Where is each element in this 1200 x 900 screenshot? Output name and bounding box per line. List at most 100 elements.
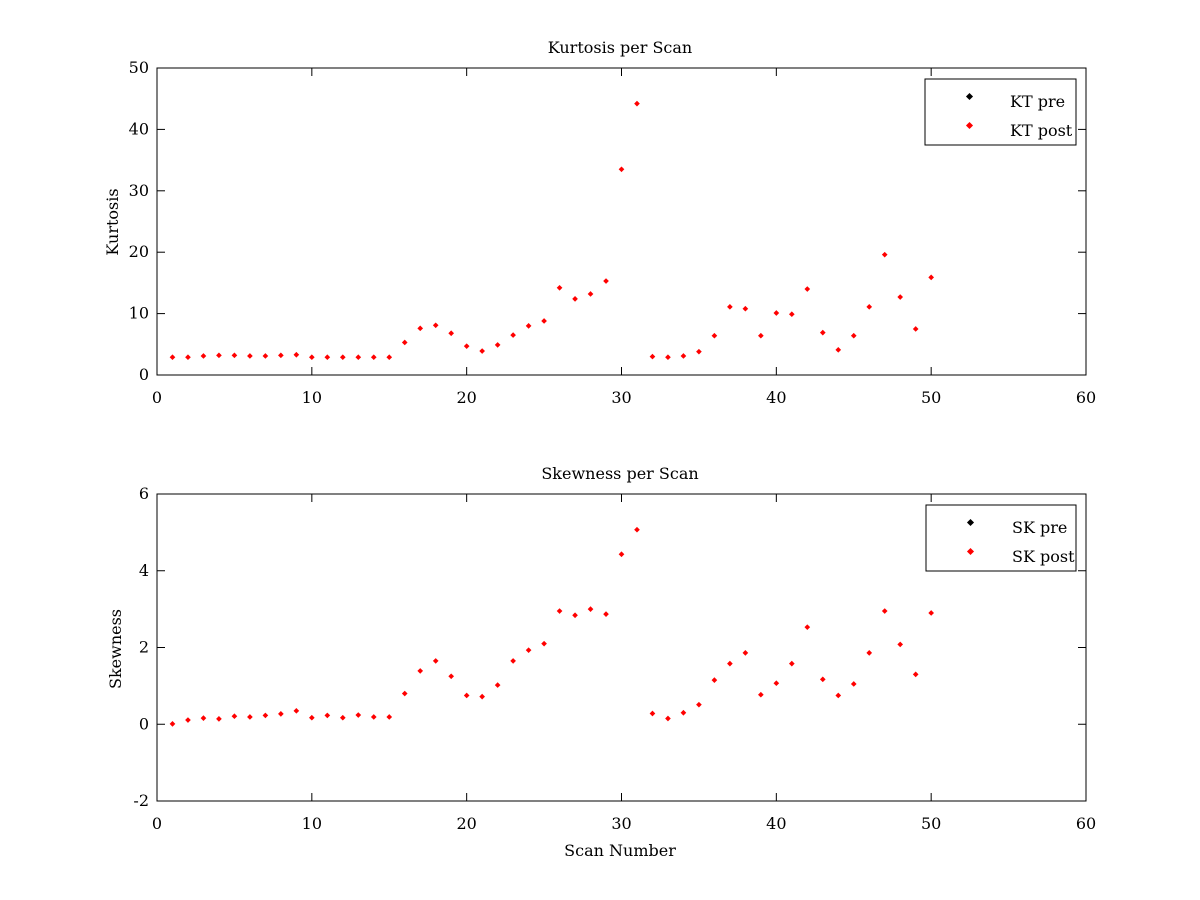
skewness-x-tick-label: 10 xyxy=(302,814,322,833)
kurtosis-x-tick-label: 50 xyxy=(921,388,941,407)
legend-label-kt-pre: KT pre xyxy=(1010,92,1065,111)
data-point-kt-post xyxy=(231,352,238,359)
data-point-sk-post xyxy=(386,714,393,720)
data-point-sk-post xyxy=(324,712,331,719)
data-point-sk-post xyxy=(866,650,873,656)
data-point-kt-post xyxy=(649,353,656,360)
data-point-kt-post xyxy=(525,323,532,329)
data-point-sk-post xyxy=(231,713,238,720)
data-point-kt-post xyxy=(866,304,873,310)
data-point-sk-post xyxy=(680,709,687,716)
data-point-sk-post xyxy=(603,611,609,617)
data-point-kt-post xyxy=(185,354,191,361)
data-point-sk-post xyxy=(479,693,485,700)
kurtosis-plot-area: 0 10 20 30 40 50 60 0 10 20 30 40 50 xyxy=(129,58,1097,407)
data-point-sk-post xyxy=(417,668,424,674)
data-point-sk-post xyxy=(711,677,718,683)
data-point-sk-post xyxy=(541,640,547,647)
data-point-kt-post xyxy=(881,251,888,258)
kurtosis-y-axis-label: Kurtosis xyxy=(103,188,122,255)
data-point-sk-post xyxy=(788,660,795,667)
skewness-x-tick-label: 50 xyxy=(921,814,941,833)
data-point-sk-post xyxy=(262,712,269,719)
data-point-sk-post xyxy=(572,612,578,619)
data-point-sk-post xyxy=(556,608,563,614)
data-point-kt-post xyxy=(711,332,718,339)
data-point-sk-post xyxy=(758,691,764,698)
skewness-x-tick-label: 0 xyxy=(152,814,162,833)
data-point-kt-post xyxy=(897,294,904,300)
data-point-kt-post xyxy=(850,332,857,339)
data-point-sk-post xyxy=(696,701,702,708)
data-point-sk-post xyxy=(727,660,733,667)
data-point-kt-post xyxy=(742,305,749,312)
data-point-kt-post xyxy=(448,330,455,337)
kurtosis-legend-box xyxy=(924,78,1077,146)
kurtosis-x-tick-label: 0 xyxy=(152,388,162,407)
data-point-sk-post xyxy=(370,714,377,720)
legend-label-sk-post: SK post xyxy=(1012,547,1075,566)
kurtosis-y-tick-label: 20 xyxy=(129,242,149,261)
data-point-kt-post xyxy=(618,166,625,173)
data-point-kt-post xyxy=(804,286,811,292)
data-point-sk-post xyxy=(665,715,671,722)
kurtosis-y-tick-label: 50 xyxy=(129,58,149,77)
kurtosis-panel: Kurtosis per Scan Kurtosis 0 10 20 30 40 50 60… xyxy=(103,38,1096,407)
data-point-sk-post xyxy=(185,717,191,723)
data-point-sk-post xyxy=(432,658,439,664)
legend-label-sk-pre: SK pre xyxy=(1012,518,1067,537)
data-point-sk-post xyxy=(881,608,888,614)
data-point-kt-post xyxy=(819,329,826,336)
data-point-sk-post xyxy=(525,647,532,654)
data-point-kt-post xyxy=(432,322,439,329)
data-point-kt-post xyxy=(541,318,547,324)
data-point-sk-post xyxy=(293,707,300,714)
skewness-y-tick-label: -2 xyxy=(133,791,149,810)
data-point-sk-post xyxy=(897,641,904,648)
data-point-kt-post xyxy=(603,278,609,284)
data-point-kt-post xyxy=(835,346,842,353)
data-point-sk-post xyxy=(835,692,842,699)
data-point-kt-post xyxy=(463,343,470,349)
data-point-kt-post xyxy=(278,352,284,359)
skewness-y-tick-label: 0 xyxy=(139,714,149,733)
kurtosis-y-tick-label: 30 xyxy=(129,181,149,200)
skewness-y-axis-label: Skewness xyxy=(106,609,125,689)
data-point-kt-post xyxy=(696,348,702,355)
data-point-kt-post xyxy=(417,325,424,332)
data-point-sk-post xyxy=(742,650,749,656)
skewness-x-tick-label: 40 xyxy=(766,814,786,833)
kurtosis-y-tick-label: 10 xyxy=(129,304,149,323)
data-point-kt-post xyxy=(293,351,300,358)
kurtosis-chart-title: Kurtosis per Scan xyxy=(548,38,692,57)
data-point-kt-post xyxy=(370,354,377,361)
data-point-sk-post xyxy=(850,681,857,687)
data-point-sk-post xyxy=(587,606,594,612)
legend-marker-sk-post xyxy=(966,547,975,556)
skewness-y-tick-label: 6 xyxy=(139,484,149,503)
data-point-kt-post xyxy=(758,332,764,339)
kurtosis-x-tick-label: 60 xyxy=(1076,388,1096,407)
data-point-sk-post xyxy=(309,714,315,721)
data-point-sk-post xyxy=(401,690,408,697)
skewness-legend: SK pre SK post xyxy=(925,504,1077,572)
kurtosis-y-tick-label: 40 xyxy=(129,119,149,138)
data-point-sk-post xyxy=(463,692,470,699)
data-point-sk-post xyxy=(494,682,501,688)
data-point-kt-post xyxy=(309,354,315,361)
data-point-kt-post xyxy=(634,100,640,107)
data-point-kt-post xyxy=(788,311,795,318)
data-point-sk-post xyxy=(819,676,826,683)
data-point-kt-post xyxy=(494,342,501,348)
data-point-sk-post xyxy=(339,714,346,721)
legend-marker-kt-post xyxy=(965,121,974,130)
data-point-sk-post xyxy=(773,680,780,687)
skewness-legend-box xyxy=(925,504,1077,572)
skewness-x-tick-label: 30 xyxy=(611,814,631,833)
data-point-sk-post xyxy=(510,658,516,664)
data-point-sk-post xyxy=(928,610,934,616)
data-point-sk-post xyxy=(618,551,625,558)
legend-label-kt-post: KT post xyxy=(1010,121,1073,140)
data-point-kt-post xyxy=(572,296,578,302)
